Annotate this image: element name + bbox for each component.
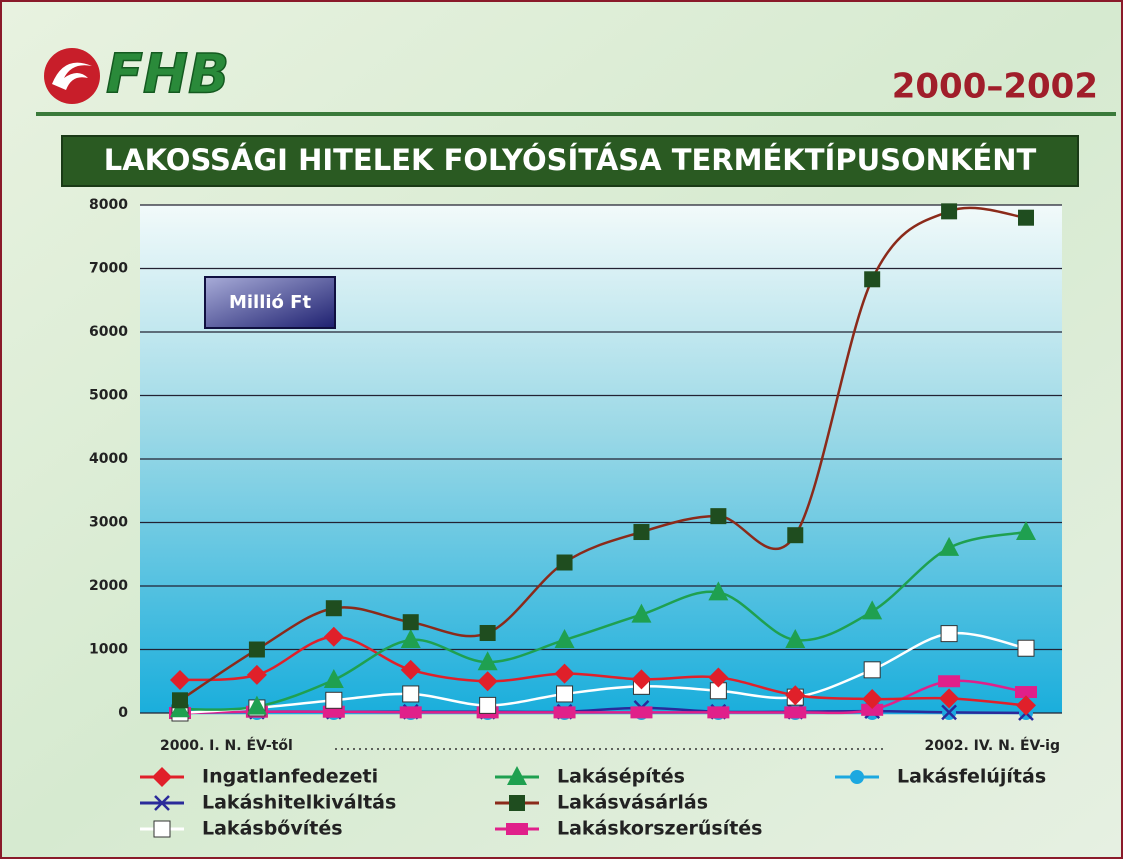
marker <box>862 600 883 620</box>
y-tick-label: 5000 <box>89 388 128 404</box>
marker <box>170 669 190 690</box>
legend-label: Lakásépítés <box>557 766 685 788</box>
marker <box>172 692 188 709</box>
marker <box>248 641 265 658</box>
legend-label: Lakáshitelkiváltás <box>202 792 396 814</box>
marker <box>323 668 344 688</box>
marker <box>1016 521 1036 541</box>
marker <box>785 685 806 706</box>
marker <box>1017 639 1035 657</box>
marker <box>941 704 957 721</box>
logo-swirl <box>52 62 92 90</box>
y-tick-label: 8000 <box>89 197 128 213</box>
legend-label: Lakásbővítés <box>202 818 343 840</box>
marker <box>862 689 883 710</box>
marker <box>1018 209 1034 226</box>
legend: Ingatlanfedezeti Lakáshitelkiváltás Lakásb… <box>140 766 1046 840</box>
marker <box>785 628 806 648</box>
marker <box>941 203 958 220</box>
marker <box>633 524 650 541</box>
marker <box>939 536 960 556</box>
marker <box>325 600 342 617</box>
marker <box>864 271 881 288</box>
marker <box>477 651 498 671</box>
y-tick-label: 6000 <box>89 324 128 340</box>
legend-label: Lakásfelújítás <box>897 766 1046 788</box>
legend-label: Lakáskorszerűsítés <box>557 818 763 840</box>
marker <box>708 581 729 601</box>
marker <box>402 614 419 631</box>
marker <box>938 675 961 688</box>
marker <box>323 626 344 647</box>
unit-box <box>204 276 336 329</box>
marker <box>787 527 804 544</box>
x-end-label: 2002. IV. N. ÉV-ig <box>924 737 1060 754</box>
chart-title: LAKOSSÁGI HITELEK FOLYÓSÍTÁSA TERMÉKTÍPU… <box>104 143 1037 177</box>
marker <box>556 685 574 703</box>
period: 2000–2002 <box>892 67 1098 107</box>
marker <box>246 695 267 715</box>
marker <box>477 671 498 692</box>
divider <box>36 112 1116 116</box>
y-tick-label: 7000 <box>89 261 128 277</box>
series-markers <box>169 203 1037 722</box>
legend-marker <box>507 766 527 785</box>
logo-text: FHB <box>106 43 229 106</box>
legend-label: Lakásvásárlás <box>557 792 708 814</box>
marker <box>400 659 421 680</box>
marker <box>863 661 881 679</box>
marker <box>400 628 421 648</box>
marker <box>861 703 884 716</box>
y-tick-label: 2000 <box>89 578 128 594</box>
legend-marker <box>153 820 171 838</box>
logo: FHB <box>44 42 230 106</box>
legend-marker <box>152 767 172 787</box>
title-banner <box>61 135 1079 187</box>
y-tick-label: 4000 <box>89 451 128 467</box>
x-start-label: 2000. I. N. ÉV-től <box>160 737 293 754</box>
marker <box>784 706 807 719</box>
marker <box>325 691 343 709</box>
marker <box>707 706 730 719</box>
marker <box>1015 686 1037 699</box>
legend-marker <box>850 770 864 784</box>
marker <box>556 554 573 571</box>
legend-marker <box>154 795 170 811</box>
y-tick-label: 3000 <box>89 515 128 531</box>
marker <box>710 508 727 525</box>
marker <box>940 625 958 643</box>
legend-marker <box>506 823 528 835</box>
marker <box>631 603 652 623</box>
marker <box>479 624 496 641</box>
marker <box>631 669 652 690</box>
y-tick-label: 1000 <box>89 642 128 658</box>
unit-label: Millió Ft <box>229 292 312 313</box>
marker <box>1016 695 1036 716</box>
marker <box>402 685 420 703</box>
marker <box>479 696 497 714</box>
marker <box>708 667 729 688</box>
marker <box>554 663 575 684</box>
marker <box>554 628 575 648</box>
marker <box>553 706 576 719</box>
marker <box>939 688 960 709</box>
y-tick-label: 0 <box>118 705 128 721</box>
legend-label: Ingatlanfedezeti <box>202 766 378 788</box>
marker <box>246 664 267 685</box>
legend-marker <box>509 795 525 811</box>
marker <box>630 706 653 719</box>
marker <box>399 706 422 719</box>
